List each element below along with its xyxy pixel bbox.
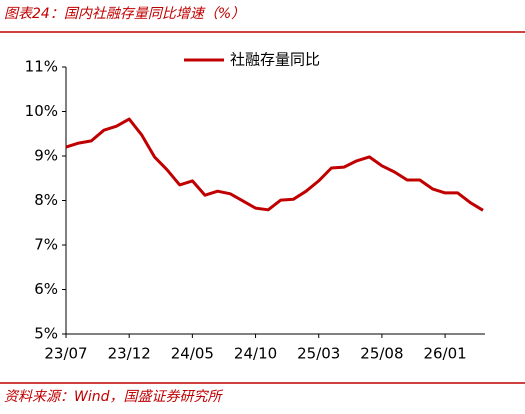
y-tick-label: 5% [34,325,58,343]
y-tick-label: 10% [25,102,58,120]
x-tick-label: 23/07 [44,345,87,363]
y-tick-label: 9% [34,147,58,165]
series-line [65,117,484,212]
x-tick-label: 24/10 [234,345,277,363]
y-tick-label: 7% [34,236,58,254]
x-tick-label: 23/12 [108,345,151,363]
legend-label: 社融存量同比 [230,51,320,69]
chart-title: 图表24：国内社融存量同比增速（%） [4,6,245,22]
y-tick-label: 8% [34,191,58,209]
x-tick-label: 26/01 [423,345,466,363]
y-tick-label: 6% [34,280,58,298]
x-tick-label: 24/05 [171,345,214,363]
x-tick-label: 25/08 [360,345,403,363]
x-tick-label: 25/03 [297,345,340,363]
source: 资料来源：Wind，国盛证券研究所 [4,389,223,405]
y-tick-label: 11% [25,58,58,76]
